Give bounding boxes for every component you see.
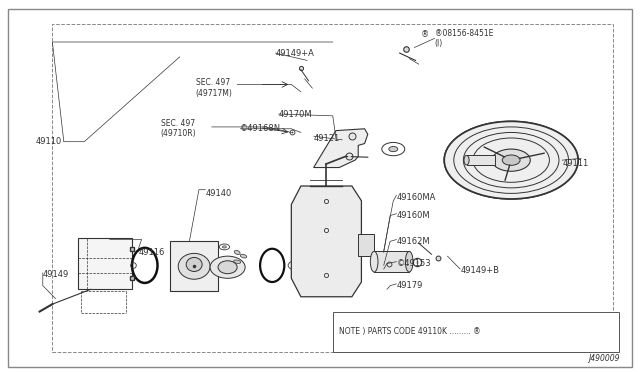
Ellipse shape <box>218 261 237 274</box>
Polygon shape <box>314 129 368 167</box>
Text: SEC. 497
(49717M): SEC. 497 (49717M) <box>196 78 232 98</box>
Bar <box>52 23 613 352</box>
Bar <box>78 238 132 289</box>
Text: 49149+A: 49149+A <box>275 49 314 58</box>
Text: ©49153: ©49153 <box>396 259 431 268</box>
Text: 49179: 49179 <box>396 281 423 290</box>
Text: 49162M: 49162M <box>396 237 430 246</box>
Text: NOTE ) PARTS CODE 49110K ......... ®: NOTE ) PARTS CODE 49110K ......... ® <box>339 327 481 336</box>
Ellipse shape <box>234 260 241 263</box>
Circle shape <box>389 147 397 152</box>
Ellipse shape <box>178 253 210 279</box>
Polygon shape <box>291 186 362 297</box>
Ellipse shape <box>405 251 413 272</box>
Text: 49170M: 49170M <box>278 109 312 119</box>
Ellipse shape <box>234 250 240 254</box>
Text: 49149+B: 49149+B <box>460 266 499 275</box>
Ellipse shape <box>240 254 247 258</box>
Ellipse shape <box>371 251 378 272</box>
Ellipse shape <box>186 257 202 272</box>
Text: SEC. 497
(49710R): SEC. 497 (49710R) <box>161 119 196 138</box>
Text: 49140: 49140 <box>205 189 232 198</box>
Text: 49160M: 49160M <box>396 211 430 220</box>
Text: 49116: 49116 <box>138 248 164 257</box>
Bar <box>467 155 495 165</box>
Circle shape <box>444 121 578 199</box>
Ellipse shape <box>464 155 469 165</box>
Circle shape <box>223 246 227 248</box>
Ellipse shape <box>210 256 245 278</box>
Circle shape <box>293 263 300 267</box>
Bar <box>358 234 374 256</box>
Circle shape <box>502 155 520 165</box>
Text: 49110: 49110 <box>36 137 62 146</box>
Text: 49160MA: 49160MA <box>396 193 436 202</box>
Text: ®08156-8451E
(I): ®08156-8451E (I) <box>435 29 493 48</box>
Text: ®: ® <box>421 30 429 39</box>
Text: ©49168N: ©49168N <box>241 124 282 133</box>
Bar <box>333 311 620 352</box>
Text: 49111: 49111 <box>562 159 588 169</box>
Text: 49121: 49121 <box>314 134 340 142</box>
Bar <box>170 241 218 291</box>
Circle shape <box>492 149 531 171</box>
Bar <box>374 251 409 272</box>
Text: 49149: 49149 <box>43 270 69 279</box>
Text: J490009: J490009 <box>588 354 620 363</box>
